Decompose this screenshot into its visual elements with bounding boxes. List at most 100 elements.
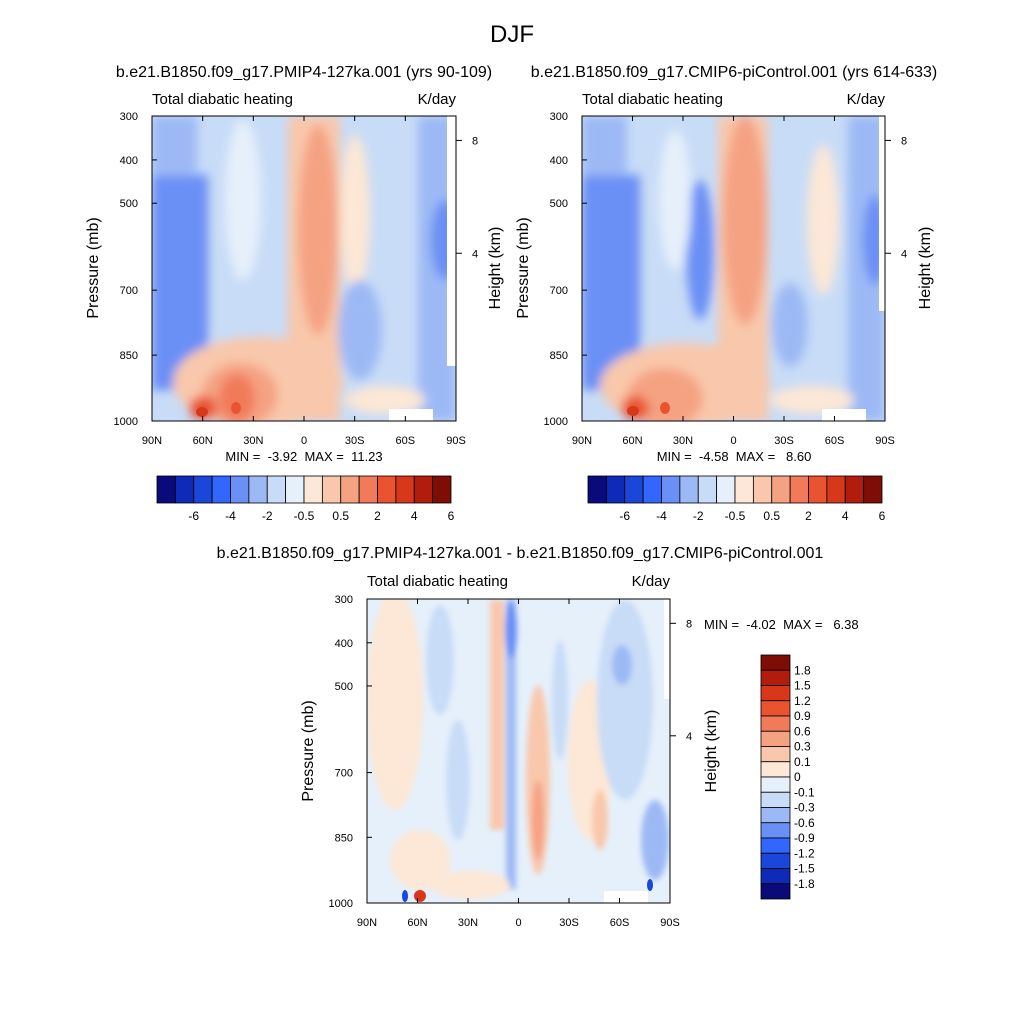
y-tick-label: 850 <box>120 350 138 362</box>
y-tick-label: 850 <box>335 832 353 844</box>
y-tick-label: 300 <box>120 111 138 123</box>
x-tick-label: 90S <box>446 435 466 447</box>
panel-title: b.e21.B1850.f09_g17.PMIP4-127ka.001 (yrs… <box>116 64 492 81</box>
y-tick-label: 300 <box>335 594 353 606</box>
colorbar-swatch <box>760 746 791 763</box>
x-tick-label: 30S <box>559 917 579 929</box>
x-tick-label: 30S <box>345 435 365 447</box>
colorbar: 1.81.51.20.90.60.30.10-0.1-0.3-0.6-0.9-1… <box>760 654 815 900</box>
colorbar-swatch <box>760 807 791 824</box>
y-tick-label: 500 <box>335 681 353 693</box>
colorbar: -6 -4 -2 -0.5 0.5 2 4 6 <box>587 475 886 523</box>
panel-left-string: Total diabatic heating <box>582 91 723 108</box>
colorbar-swatch <box>771 475 791 504</box>
y-tick-label: 300 <box>550 111 568 123</box>
colorbar-swatch <box>760 700 791 717</box>
colorbar-label: -2 <box>262 509 273 523</box>
colorbar-swatch <box>432 475 452 504</box>
colorbar-label: -0.6 <box>794 816 815 830</box>
height-tick-label: 8 <box>472 135 478 147</box>
x-tick-label: 60S <box>396 435 416 447</box>
y-tick-label: 1000 <box>544 416 568 428</box>
colorbar-swatch <box>760 822 791 839</box>
panel-left-string: Total diabatic heating <box>152 91 293 108</box>
colorbar-swatch <box>174 475 195 504</box>
colorbar-label: -0.5 <box>725 509 746 523</box>
y-tick-label: 1000 <box>114 416 138 428</box>
x-tick-label: 90N <box>572 435 592 447</box>
height-axis-label: Height (km) <box>487 227 504 310</box>
height-axis-label: Height (km) <box>703 710 720 793</box>
y-tick-label: 1000 <box>329 898 353 910</box>
colorbar-swatch <box>679 475 699 504</box>
contour-field <box>367 599 670 903</box>
colorbar-label: -4 <box>225 509 236 523</box>
colorbar-swatch <box>760 883 791 900</box>
height-axis: 84 <box>670 618 692 743</box>
y-tick-label: 400 <box>550 155 568 167</box>
colorbar-swatch <box>285 475 305 504</box>
y-tick-label: 700 <box>335 768 353 780</box>
x-tick-label: 0 <box>730 435 736 447</box>
colorbar-swatch <box>230 475 250 504</box>
contour-field <box>582 116 885 421</box>
colorbar-swatch <box>844 475 865 504</box>
height-axis: 84 <box>885 135 907 260</box>
colorbar-swatch <box>760 761 791 778</box>
height-tick-label: 4 <box>901 248 907 260</box>
min-max-stats: MIN = -3.92 MAX = 11.23 <box>225 449 382 464</box>
colorbar-swatch <box>760 654 791 671</box>
colorbar-label: 0.1 <box>794 755 811 769</box>
y-tick-label: 400 <box>120 155 138 167</box>
colorbar-swatch <box>377 475 397 504</box>
panel-difference: b.e21.B1850.f09_g17.PMIP4-127ka.001 - b.… <box>217 545 859 929</box>
colorbar-swatch <box>642 475 662 504</box>
x-axis: 90N 60N 30N 0 30S 60S 90S <box>142 116 466 447</box>
colorbar-swatch <box>156 475 176 504</box>
height-axis: 84 <box>456 135 478 260</box>
y-axis: 300 400 500 700 850 1000 <box>544 111 587 428</box>
colorbar-label: 1.5 <box>794 679 811 693</box>
colorbar-swatch <box>826 475 846 504</box>
x-tick-label: 0 <box>301 435 307 447</box>
figure-title: DJF <box>490 21 534 48</box>
colorbar-swatch <box>395 475 415 504</box>
panel-title: b.e21.B1850.f09_g17.CMIP6-piControl.001 … <box>531 64 937 81</box>
colorbar-swatch <box>697 475 718 504</box>
colorbar-swatch <box>413 475 434 504</box>
min-max-stats: MIN = -4.02 MAX = 6.38 <box>704 617 859 632</box>
colorbar-label: 1.8 <box>794 663 811 677</box>
y-tick-label: 700 <box>550 285 568 297</box>
colorbar-label: 0.6 <box>794 724 811 738</box>
colorbar-label: -1.5 <box>794 862 815 876</box>
panel-picontrol: b.e21.B1850.f09_g17.CMIP6-piControl.001 … <box>515 64 937 523</box>
y-tick-label: 700 <box>120 285 138 297</box>
colorbar-label: -1.8 <box>794 877 815 891</box>
x-tick-label: 30N <box>458 917 478 929</box>
panel-right-string: K/day <box>847 91 886 108</box>
x-tick-label: 60S <box>825 435 845 447</box>
x-tick-label: 30N <box>673 435 693 447</box>
colorbar-swatch <box>760 730 791 747</box>
contour-field <box>152 116 456 421</box>
colorbar-label: 6 <box>448 509 455 523</box>
colorbar-label: 0.5 <box>763 509 780 523</box>
x-axis: 90N 60N 30N 0 30S 60S 90S <box>572 116 895 447</box>
colorbar-label: 2 <box>374 509 381 523</box>
y-axis-label: Pressure (mb) <box>85 217 102 318</box>
y-axis: 300 400 500 700 850 1000 <box>329 594 372 910</box>
colorbar-swatch <box>760 868 791 885</box>
colorbar-label: 4 <box>842 509 849 523</box>
y-tick-label: 500 <box>550 198 568 210</box>
colorbar-swatch <box>303 475 323 504</box>
colorbar-label: 1.2 <box>794 694 811 708</box>
colorbar-label: 0.5 <box>332 509 349 523</box>
x-axis: 90N 60N 30N 0 30S 60S 90S <box>357 599 680 929</box>
x-tick-label: 30S <box>774 435 794 447</box>
colorbar-swatch <box>863 475 883 504</box>
y-axis-label: Pressure (mb) <box>515 217 532 318</box>
colorbar-label: -6 <box>619 509 630 523</box>
y-tick-label: 850 <box>550 350 568 362</box>
x-tick-label: 30N <box>243 435 263 447</box>
min-max-stats: MIN = -4.58 MAX = 8.60 <box>657 449 812 464</box>
